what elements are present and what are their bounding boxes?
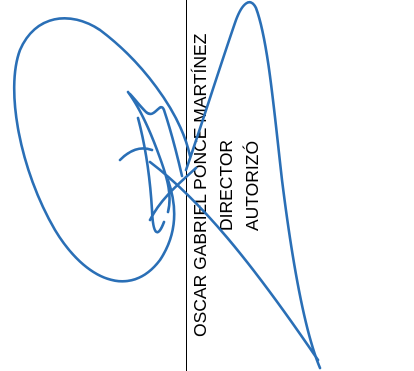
signature-rule-line — [186, 0, 187, 371]
